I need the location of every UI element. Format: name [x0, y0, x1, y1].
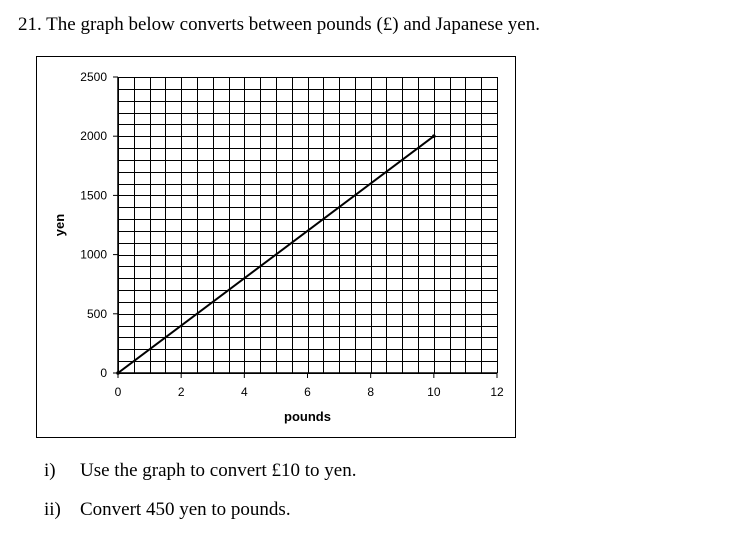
x-tick-label: 2 [178, 385, 185, 399]
question-text: 21. The graph below converts between pou… [18, 14, 540, 35]
conversion-line [117, 135, 435, 374]
y-tick-label: 500 [87, 307, 107, 321]
chart-frame: 0 2 4 6 8 10 12 0 500 1000 1500 2000 2500 pounds yen [36, 56, 516, 438]
x-tick-label: 6 [304, 385, 311, 399]
data-point [432, 134, 436, 138]
y-tick-label: 2000 [80, 129, 107, 143]
part-i: i) Use the graph to convert £10 to yen. [44, 460, 356, 482]
y-tick-label: 1000 [80, 248, 107, 262]
y-tick-label: 2500 [80, 70, 107, 84]
conversion-graph: 0 2 4 6 8 10 12 0 500 1000 1500 2000 2500 pounds yen [52, 70, 504, 424]
axes [113, 76, 498, 378]
x-tick-label: 4 [241, 385, 248, 399]
x-tick-label: 8 [367, 385, 374, 399]
grid [118, 77, 498, 374]
data-point [116, 371, 120, 375]
part-text: Use the graph to convert £10 to yen. [80, 460, 357, 481]
x-axis-label: pounds [284, 409, 331, 424]
x-tick-label: 12 [490, 385, 504, 399]
y-tick-label: 0 [100, 366, 107, 380]
part-ii: ii) Convert 450 yen to pounds. [44, 499, 291, 521]
y-axis-label: yen [52, 214, 67, 236]
y-tick-label: 1500 [80, 188, 107, 202]
part-number: i) [44, 460, 56, 481]
tick-labels: 0 2 4 6 8 10 12 0 500 1000 1500 2000 2500 [80, 70, 504, 399]
x-tick-label: 10 [427, 385, 441, 399]
part-number: ii) [44, 499, 61, 520]
x-tick-label: 0 [115, 385, 122, 399]
series [116, 134, 436, 375]
part-text: Convert 450 yen to pounds. [80, 499, 291, 520]
